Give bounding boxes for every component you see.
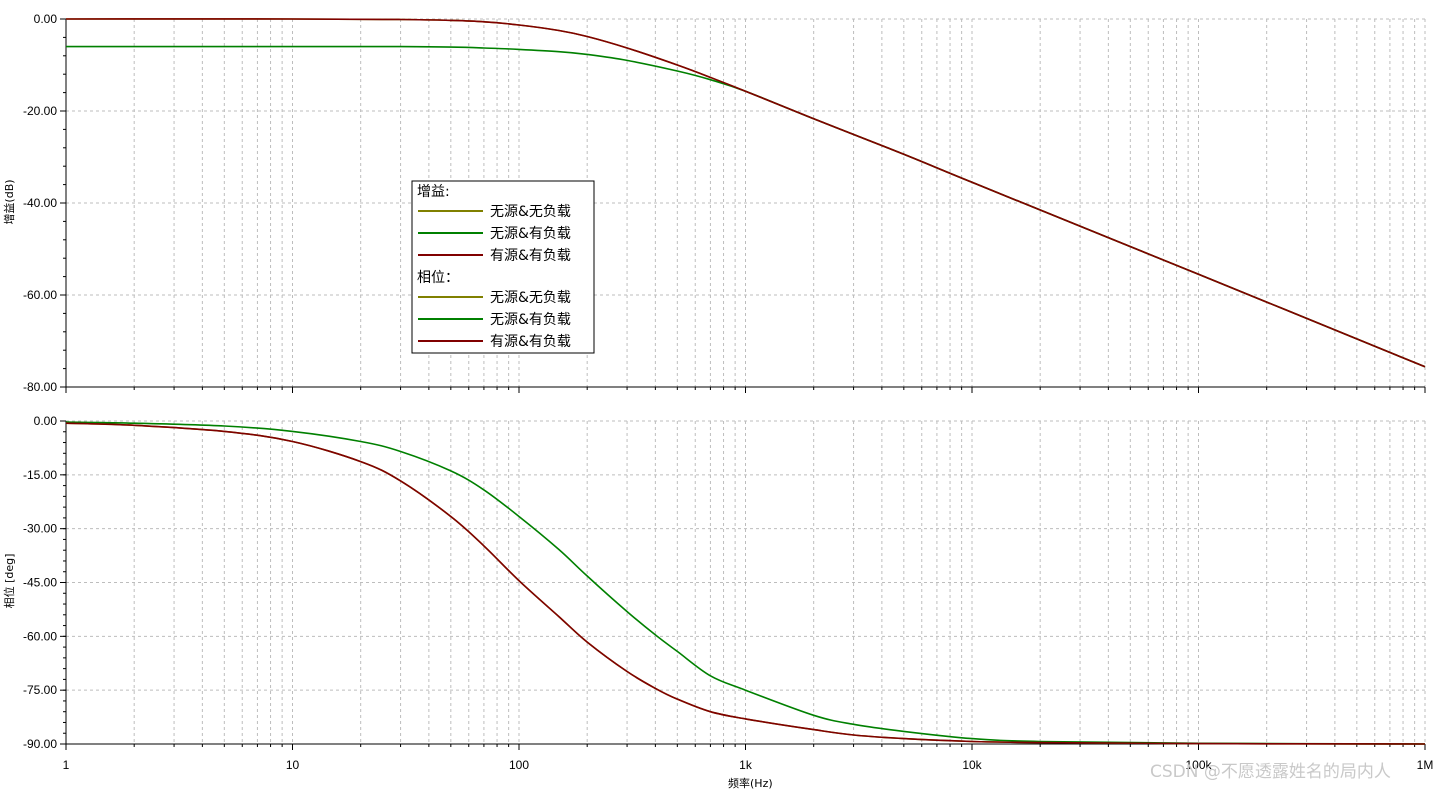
phase-y-tick-label: 0.00	[34, 414, 58, 428]
x-tick-label: 1	[63, 758, 70, 772]
x-tick-label: 100k	[1185, 758, 1212, 772]
phase-y-tick-label: -60.00	[23, 629, 57, 643]
gain-y-tick-label: -40.00	[23, 196, 57, 210]
x-tick-label: 10	[286, 758, 300, 772]
legend-phase-item-label: 无源&有负载	[490, 312, 571, 328]
legend-frame	[411, 180, 595, 354]
legend-phase-item-label: 有源&有负载	[490, 334, 571, 350]
x-tick-label: 1k	[739, 758, 753, 772]
gain-plot-panel: 0.00 -20.00 -40.00 -60.00 -80.00	[23, 12, 1426, 394]
x-axis-label: 频率(Hz)	[728, 776, 773, 790]
x-tick-label: 1M	[1417, 758, 1434, 772]
x-tick-label: 100	[509, 758, 529, 772]
phase-y-tick-label: -75.00	[23, 683, 57, 697]
phase-series-line-3	[65, 422, 1426, 745]
legend-gain-item-label: 无源&有负载	[490, 226, 571, 242]
phase-y-tick-label: -90.00	[23, 737, 57, 751]
legend-gain-item-label: 有源&有负载	[490, 248, 571, 264]
gain-y-tick-label: -20.00	[23, 104, 57, 118]
legend-phase-item-label: 无源&无负载	[490, 290, 571, 306]
legend-gain-item-label: 无源&无负载	[490, 204, 571, 220]
phase-series-line-2	[65, 421, 1426, 745]
watermark-text: CSDN @不愿透露姓名的局内人	[1150, 762, 1391, 782]
phase-y-tick-label: -30.00	[23, 522, 57, 536]
gain-y-tick-label: -80.00	[23, 380, 57, 394]
legend-gain-heading: 增益:	[417, 184, 450, 200]
legend-phase-heading: 相位：	[417, 270, 459, 286]
phase-y-tick-label: -45.00	[23, 576, 57, 590]
phase-y-axis-label: 相位 [deg]	[2, 554, 16, 609]
gain-y-axis-label: 增益(dB)	[2, 179, 16, 224]
gain-y-tick-label: -60.00	[23, 288, 57, 302]
gain-y-tick-label: 0.00	[34, 12, 58, 26]
phase-plot-panel: 0.00 -15.00 -30.00 -45.00 -60.00 -75.00 -90.00…	[23, 414, 1433, 772]
phase-y-tick-label: -15.00	[23, 468, 57, 482]
x-tick-label: 10k	[962, 758, 982, 772]
gain-series-line-3	[65, 18, 1426, 368]
